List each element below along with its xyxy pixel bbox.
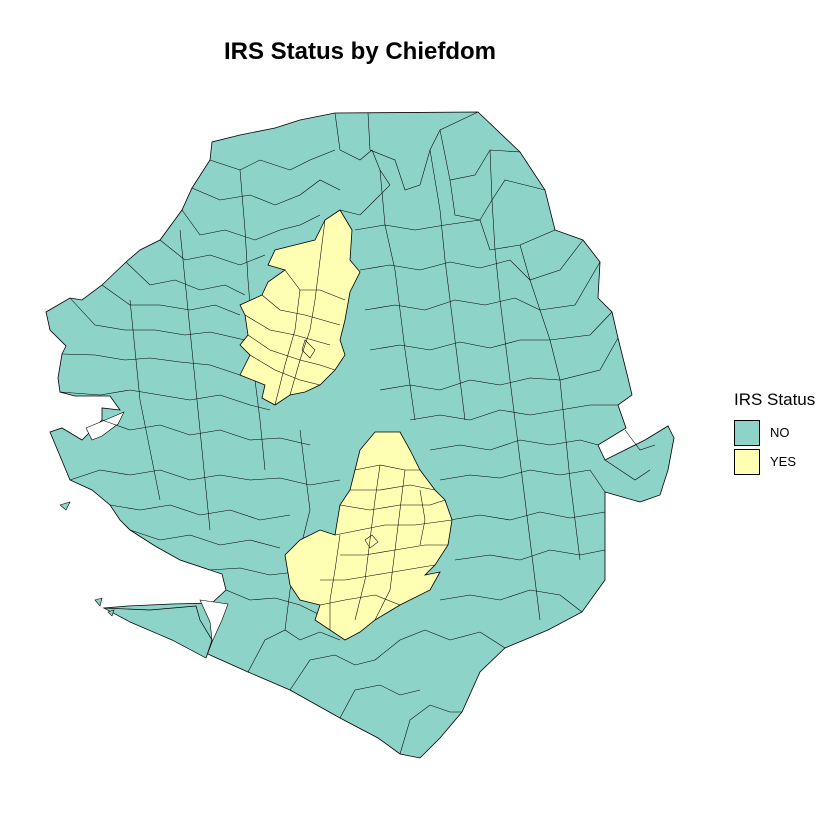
legend-label-yes: YES <box>770 454 797 469</box>
offshore-islands <box>59 501 115 617</box>
coastal-strip <box>103 605 213 659</box>
legend-item-no: NO <box>734 418 834 447</box>
map-title: IRS Status by Chiefdom <box>223 38 497 65</box>
legend-title: IRS Status <box>734 390 816 409</box>
legend-swatch-yes <box>734 448 760 475</box>
legend-swatch-no <box>734 419 760 446</box>
yes-south-boundaries <box>319 464 453 630</box>
yes-north-boundaries <box>244 219 346 406</box>
country-outline <box>45 111 675 759</box>
yes-region-south <box>284 431 453 641</box>
legend-item-yes: YES <box>734 447 834 476</box>
legend: IRS Status NO YES <box>734 390 834 476</box>
legend-label-no: NO <box>770 425 790 440</box>
estuary-cutout <box>85 411 125 441</box>
yes-region-north <box>239 209 361 406</box>
